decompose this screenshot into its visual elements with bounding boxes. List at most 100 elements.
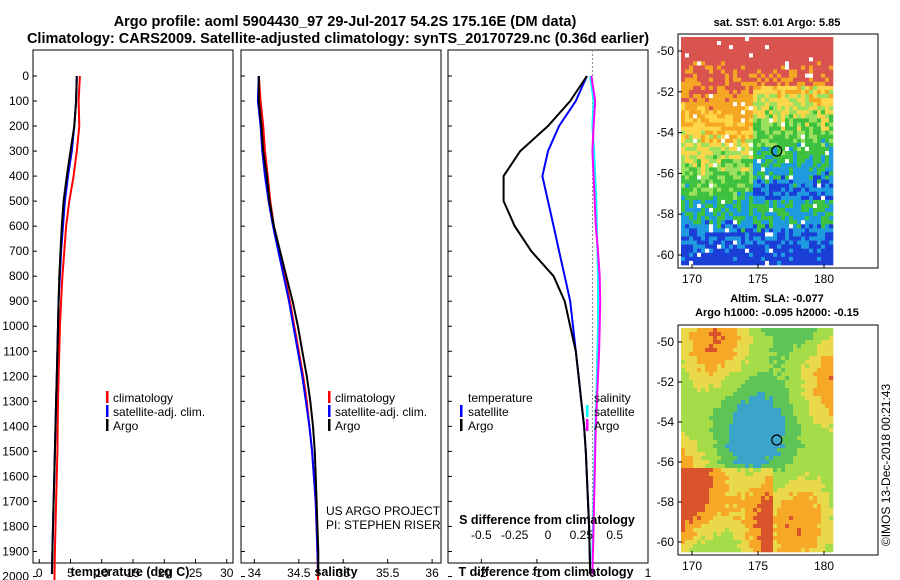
- map-cell: [801, 252, 806, 258]
- map-cell: [765, 400, 770, 405]
- map-cell: [757, 540, 762, 545]
- map-cell: [773, 41, 778, 46]
- map-cell: [685, 484, 690, 489]
- map-cell: [681, 496, 686, 501]
- map-cell: [709, 484, 714, 489]
- map-cell: [693, 61, 698, 66]
- map-cell: [721, 380, 726, 385]
- map-cell: [701, 179, 706, 184]
- map-cell: [697, 500, 702, 505]
- map-cell: [765, 73, 770, 78]
- map-cell: [753, 344, 758, 349]
- map-cell: [721, 444, 726, 449]
- map-cell: [793, 142, 798, 148]
- map-cell: [709, 476, 714, 481]
- map-cell: [753, 81, 758, 87]
- map-cell: [717, 244, 722, 249]
- map-cell: [785, 416, 790, 421]
- map-cell: [745, 544, 750, 549]
- map-cell: [781, 244, 786, 249]
- map-cell: [733, 89, 738, 95]
- map-cell: [737, 464, 742, 469]
- map-cell: [793, 332, 798, 337]
- map-cell: [785, 179, 790, 184]
- map-cell: [729, 512, 734, 517]
- map-cell: [781, 368, 786, 373]
- map-cell: [785, 122, 790, 127]
- map-cell: [685, 110, 690, 115]
- map-cell: [805, 416, 810, 421]
- map-cell: [709, 352, 714, 357]
- map-cell: [773, 544, 778, 549]
- map-cell: [809, 536, 814, 541]
- map-cell: [829, 476, 834, 481]
- map-cell: [781, 134, 786, 140]
- map-cell: [757, 183, 762, 188]
- map-cell: [725, 244, 730, 249]
- map-cell: [781, 179, 786, 184]
- x-tick-label: -1: [532, 566, 543, 580]
- map-cell: [769, 516, 774, 521]
- map-cell: [745, 171, 750, 176]
- map-cell: [789, 388, 794, 393]
- map-cell: [741, 404, 746, 409]
- map-cell: [717, 110, 722, 115]
- map-cell: [793, 260, 798, 266]
- map-cell: [693, 328, 698, 333]
- map-cell: [745, 69, 750, 74]
- map-cell: [785, 428, 790, 433]
- map-cell: [681, 508, 686, 513]
- map-cell: [829, 488, 834, 493]
- map-cell: [701, 244, 706, 249]
- map-cell: [717, 540, 722, 545]
- map-cell: [697, 368, 702, 373]
- map-cell: [761, 408, 766, 413]
- map-cell: [709, 61, 714, 66]
- depth-tick-label: 300: [9, 144, 29, 158]
- map-cell: [761, 440, 766, 445]
- map-cell: [821, 488, 826, 493]
- map-cell: [789, 106, 794, 111]
- map-cell: [745, 41, 750, 46]
- map-cell: [697, 106, 702, 111]
- map-cell: [765, 540, 770, 545]
- map-cell: [745, 452, 750, 457]
- map-cell: [753, 187, 758, 192]
- map-cell: [765, 240, 770, 245]
- map-cell: [757, 260, 762, 266]
- map-cell: [713, 134, 718, 140]
- map-cell: [781, 372, 786, 377]
- map-cell: [769, 476, 774, 481]
- map-cell: [813, 167, 818, 172]
- map-cell: [733, 98, 738, 103]
- map-cell: [693, 248, 698, 254]
- map-cell: [705, 187, 710, 192]
- map-cell: [785, 228, 790, 233]
- map-cell: [705, 110, 710, 115]
- map-cell: [737, 472, 742, 477]
- map-cell: [793, 236, 798, 241]
- map-cell: [753, 89, 758, 95]
- map-cell: [685, 102, 690, 107]
- map-cell: [825, 159, 830, 164]
- map-cell: [713, 106, 718, 111]
- map-cell: [681, 256, 686, 262]
- map-cell: [769, 89, 774, 95]
- map-cell: [725, 81, 730, 87]
- map-cell: [749, 260, 754, 266]
- map-cell: [705, 73, 710, 78]
- map-cell: [805, 256, 810, 262]
- map-cell: [789, 130, 794, 135]
- map-cell: [725, 45, 730, 50]
- map-cell: [813, 524, 818, 529]
- difference-legend: temperature satellite Argo salinity sate…: [460, 391, 635, 433]
- map-cell: [817, 159, 822, 164]
- map-cell: [769, 191, 774, 197]
- map-cell: [789, 504, 794, 509]
- map-cell: [777, 460, 782, 465]
- map-cell: [725, 520, 730, 525]
- map-cell: [701, 412, 706, 417]
- map-cell: [813, 444, 818, 449]
- map-cell: [745, 81, 750, 87]
- map-cell: [685, 53, 690, 58]
